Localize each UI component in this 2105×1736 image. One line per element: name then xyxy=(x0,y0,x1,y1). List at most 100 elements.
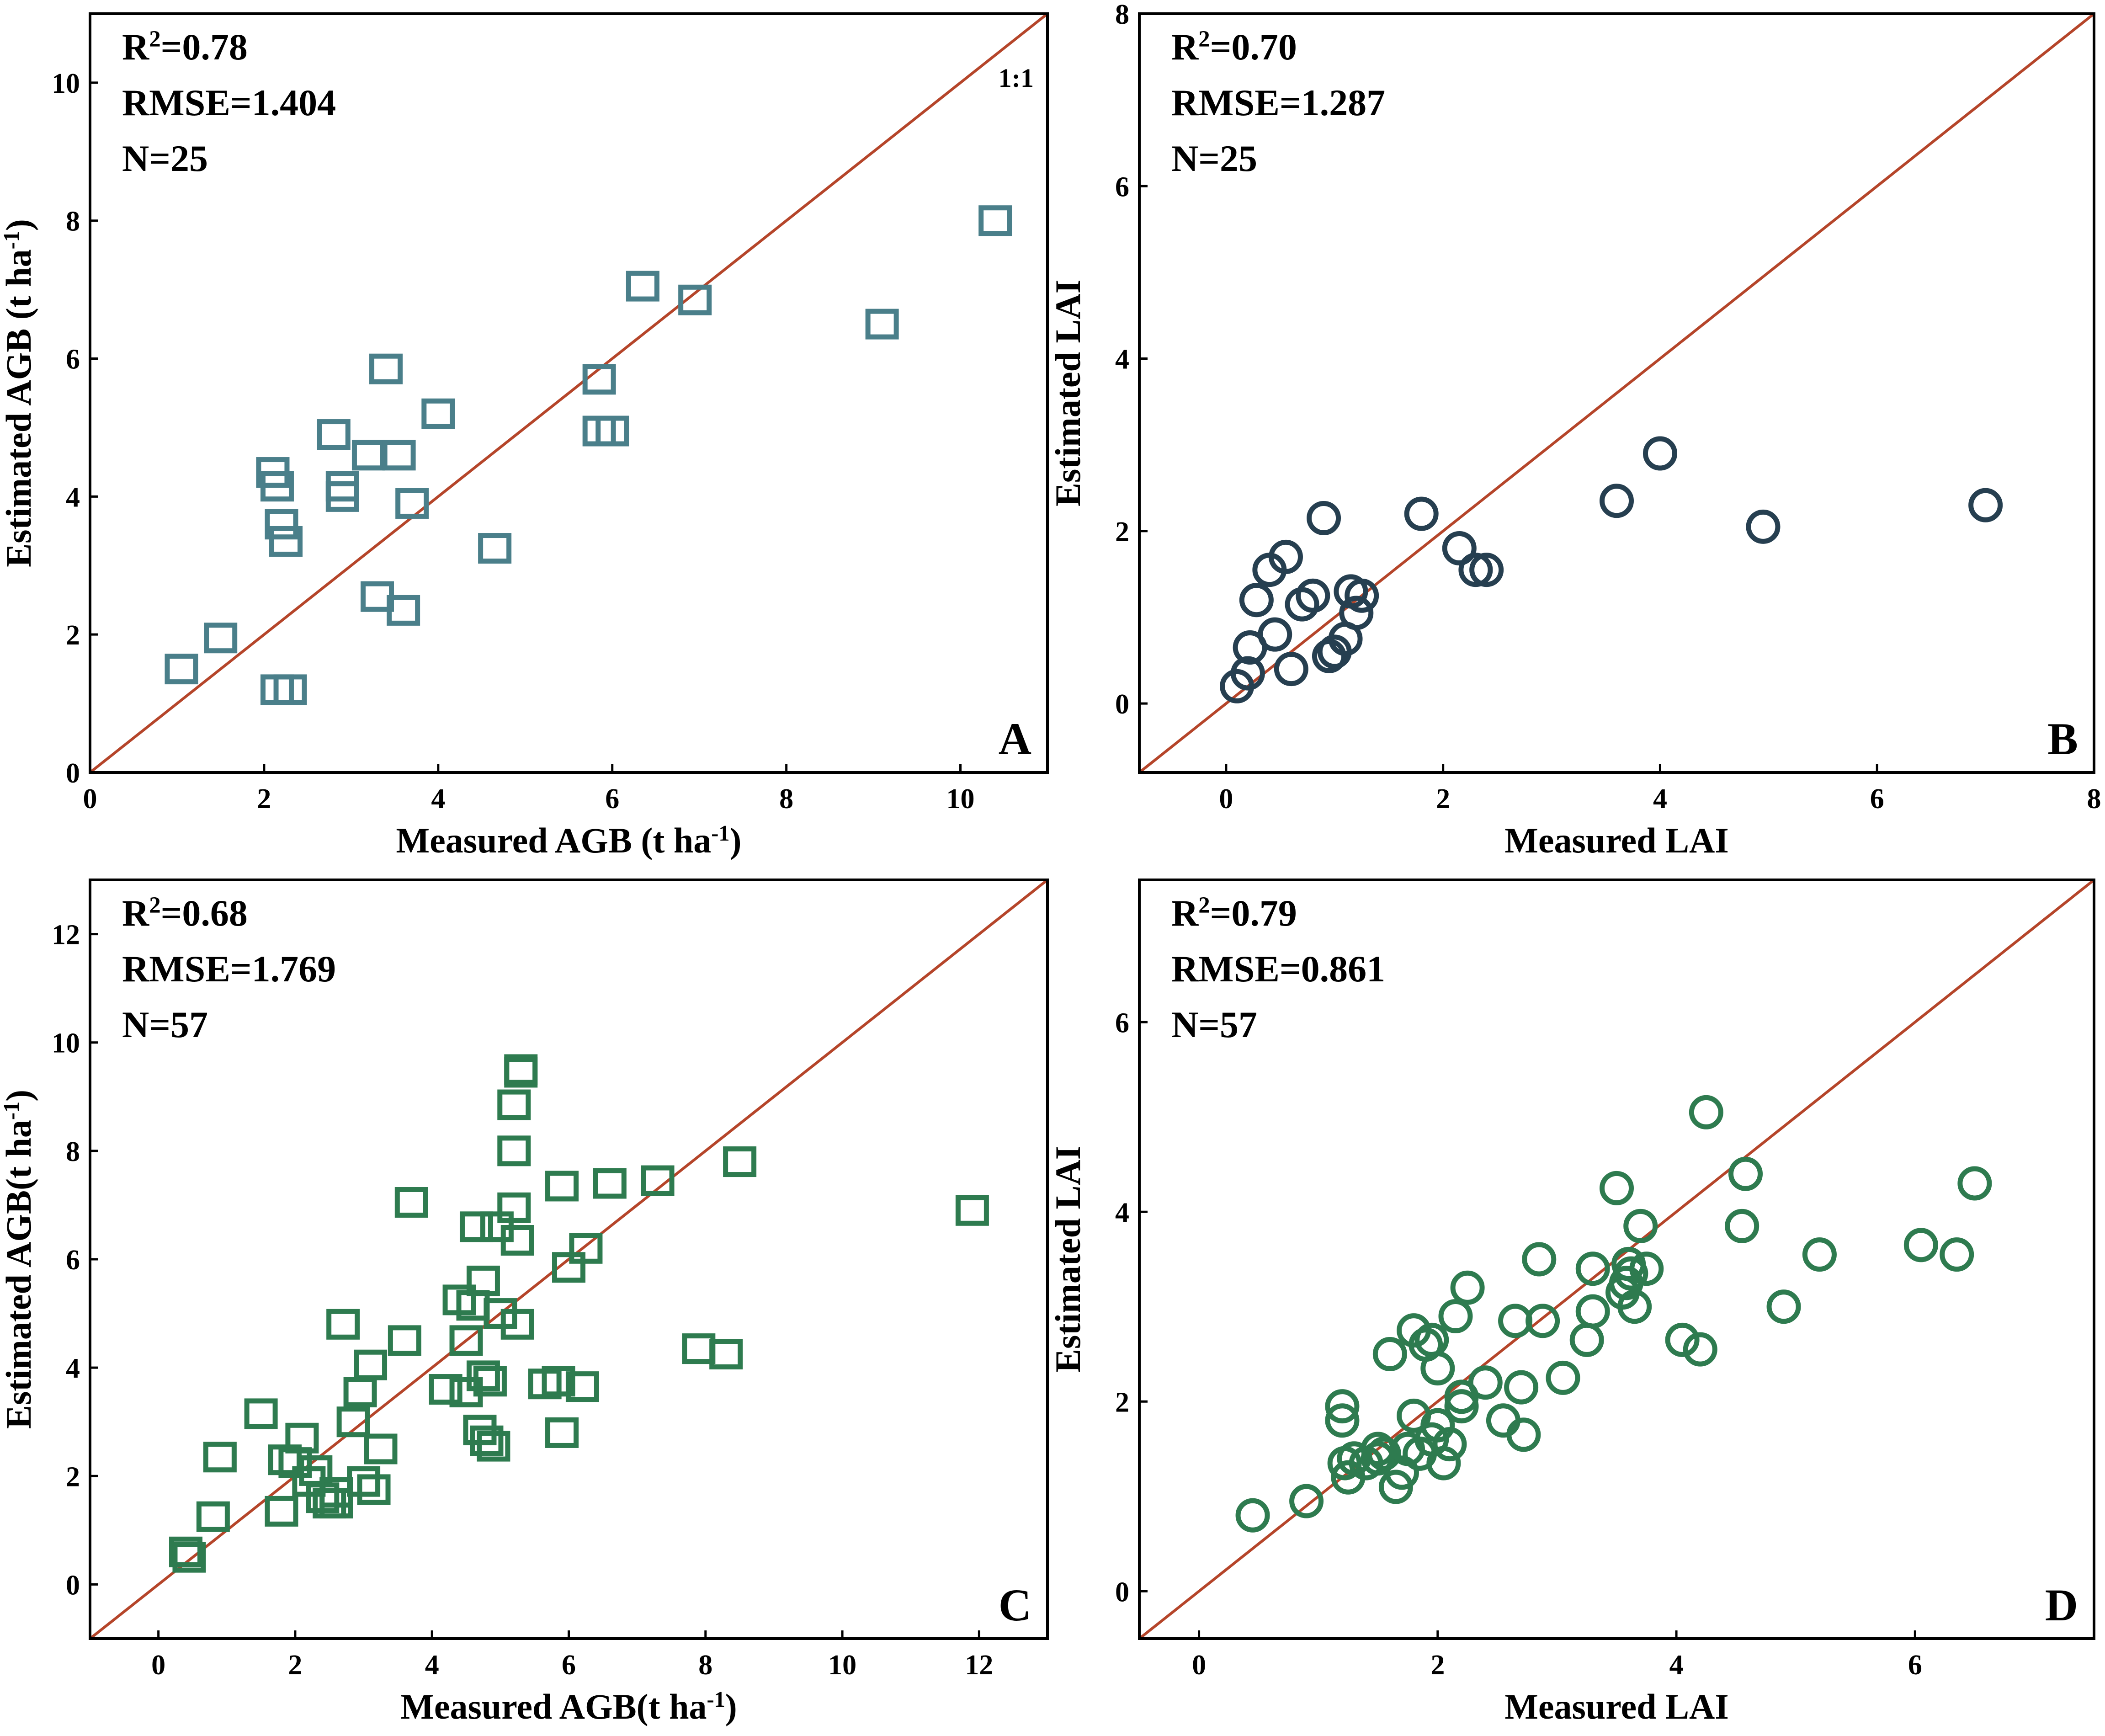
panel-d-rmse: RMSE=0.861 xyxy=(1171,948,1385,990)
panel-c-y-axis-label-text: Estimated AGB(t ha xyxy=(0,1120,38,1429)
panel-c-y-tick-label: 4 xyxy=(66,1353,80,1384)
panel-a-y-tick-label: 4 xyxy=(66,482,80,513)
panel-a-point xyxy=(204,623,238,654)
panel-a-point xyxy=(582,364,616,395)
panel-c-point xyxy=(723,1146,757,1177)
panel-b-r-squared-value: =0.70 xyxy=(1210,26,1297,68)
panel-b-point xyxy=(1746,509,1781,544)
panel-d-point xyxy=(1957,1166,1992,1201)
panel-a-point xyxy=(369,353,403,384)
panel-c-point xyxy=(343,1377,377,1407)
panel-a-point xyxy=(260,471,294,502)
panel-d-point xyxy=(1614,1256,1648,1291)
panel-b-rmse: RMSE=1.287 xyxy=(1171,82,1385,123)
panel-c-one-to-one-line xyxy=(90,880,1047,1639)
panel-d-plot-frame xyxy=(1138,879,2095,1640)
panel-d-point xyxy=(1522,1242,1557,1277)
panel-b-plot-frame xyxy=(1138,12,2095,774)
panel-a-x-tick-label: 8 xyxy=(779,783,793,815)
panel-b-y-tick-label: 0 xyxy=(1115,689,1129,720)
panel-d-point xyxy=(1728,1156,1763,1191)
panel-c-point xyxy=(203,1442,237,1473)
panel-b-x-axis-label-text: Measured LAI xyxy=(1504,820,1728,860)
panel-d-points xyxy=(1235,1095,1992,1533)
panel-b-y-tick-label: 2 xyxy=(1115,517,1129,548)
panel-a-y-tick-label: 6 xyxy=(66,344,80,375)
panel-a-y-axis-unit-exponent: -1 xyxy=(0,231,24,249)
panel-b-x-tick-label: 8 xyxy=(2087,783,2101,815)
panel-c-point xyxy=(354,1349,388,1380)
panel-d-x-axis-label-text: Measured LAI xyxy=(1504,1687,1728,1726)
panel-b-r-squared-symbol: R xyxy=(1171,26,1199,68)
panel-c-point xyxy=(326,1309,360,1340)
panel-c-point xyxy=(593,1168,627,1199)
panel-c-point xyxy=(466,1360,500,1391)
panel-d-point xyxy=(1450,1270,1485,1305)
panel-c-x-tick-label: 8 xyxy=(698,1650,712,1681)
panel-d-r-squared-exponent: 2 xyxy=(1198,892,1210,918)
panel-d-point xyxy=(1372,1337,1407,1371)
panel-a-letter: A xyxy=(999,714,1031,764)
panel-b-x-tick-label: 6 xyxy=(1870,783,1884,815)
panel-d-x-axis-label: Measured LAI xyxy=(1504,1687,1728,1726)
panel-a-point xyxy=(265,509,298,540)
panel-a-y-tick-label: 10 xyxy=(52,68,80,99)
panel-a-point xyxy=(678,284,712,315)
panel-c-point xyxy=(682,1333,716,1364)
panel-b-y-axis-label: Estimated LAI xyxy=(1048,280,1088,506)
panel-c-rmse: RMSE=1.769 xyxy=(122,948,336,990)
panel-a-x-axis-unit-close: ) xyxy=(730,820,742,860)
panel-a-point xyxy=(595,415,629,447)
panel-c-point xyxy=(429,1374,462,1405)
panel-c-x-tick-label: 10 xyxy=(828,1650,856,1681)
panel-c-y-tick-label: 0 xyxy=(66,1570,80,1601)
panel-a-point xyxy=(978,205,1012,236)
panel-a-x-tick-label: 0 xyxy=(83,783,97,815)
panel-a-sample-count: N=25 xyxy=(122,138,208,179)
panel-d-x-tick-label: 0 xyxy=(1192,1650,1206,1681)
panel-a-one-to-one-line xyxy=(90,14,1047,772)
panel-d-point xyxy=(1617,1289,1652,1324)
panel-d-point xyxy=(1384,1455,1419,1490)
panel-a-y-tick-label: 0 xyxy=(66,758,80,789)
panel-a-point xyxy=(387,595,420,626)
panel-b-x-tick-label: 2 xyxy=(1436,783,1450,815)
panel-c-point xyxy=(285,1422,319,1454)
panel-c-point xyxy=(955,1195,989,1226)
panel-b-point xyxy=(1442,531,1477,566)
panel-d-x-tick-label: 4 xyxy=(1669,1650,1684,1681)
panel-b-points xyxy=(1220,436,2003,703)
panel-d-x-tick-label: 2 xyxy=(1430,1650,1445,1681)
panel-d-r-squared-symbol: R xyxy=(1171,892,1199,934)
panel-c-point xyxy=(466,1265,500,1296)
panel-c-point xyxy=(497,1135,531,1166)
panel-a-plot-frame xyxy=(89,12,1049,774)
panel-a-x-axis-unit-exponent: -1 xyxy=(711,821,729,846)
panel-d-point xyxy=(1623,1209,1658,1243)
panel-d-point xyxy=(1325,1403,1360,1438)
panel-b-x-tick-label: 4 xyxy=(1653,783,1667,815)
panel-d-point xyxy=(1420,1351,1455,1386)
panel-d-point xyxy=(1444,1389,1479,1424)
panel-c-point xyxy=(169,1536,202,1567)
panel-a-x-axis-label-text: Measured AGB (t ha xyxy=(396,820,711,860)
panel-c-point xyxy=(470,1425,504,1456)
panel-a-r-squared-symbol: R xyxy=(122,26,149,68)
panel-d-point xyxy=(1426,1446,1461,1480)
panel-c-point xyxy=(542,1366,575,1397)
panel-d-point xyxy=(1569,1322,1604,1357)
panel-a-point xyxy=(865,309,899,340)
panel-c-x-axis-unit-close: ) xyxy=(725,1687,737,1726)
panel-c-sample-count: N=57 xyxy=(122,1004,208,1045)
panel-a-r-squared-exponent: 2 xyxy=(149,26,160,52)
panel-c-y-axis-unit-close: ) xyxy=(0,1090,38,1102)
panel-a-points xyxy=(165,205,1012,705)
panel-c-point xyxy=(497,1089,531,1120)
panel-b-r-squared: R2=0.70 xyxy=(1171,26,1297,68)
panel-c-point xyxy=(265,1496,298,1527)
panel-d-point xyxy=(1575,1251,1610,1286)
panel-c-point xyxy=(196,1501,230,1532)
